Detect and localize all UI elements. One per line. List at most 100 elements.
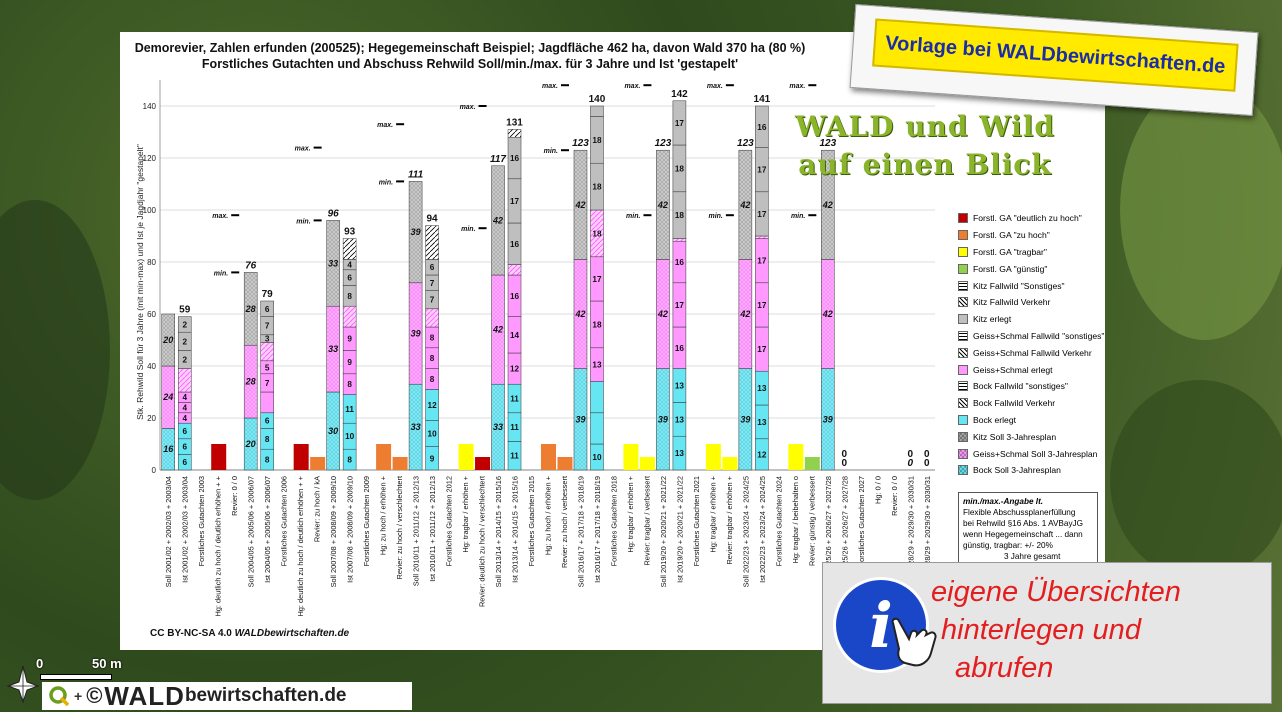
data-label: 6	[182, 443, 187, 452]
x-tick-label: Forstliches Gutachten 2027	[857, 476, 866, 566]
data-label: 39	[658, 414, 668, 424]
bar-total-label: 123	[819, 138, 836, 149]
bar-total-label: 0	[842, 458, 848, 469]
ga-bar	[788, 444, 804, 470]
chart-card: 0 20 40 60 80 100 120 140 16 24 20 6 6 6 4 4 4 2 2 2 59 min.…	[120, 32, 1105, 650]
info-line-1: eigene Übersichten	[931, 576, 1181, 608]
data-label: 8	[430, 333, 435, 342]
chart-title-line-1: Demorevier, Zahlen erfunden (200525); He…	[134, 41, 806, 55]
ga-bar	[475, 457, 491, 470]
data-label: 11	[510, 452, 519, 461]
bar-total-label: 79	[262, 289, 274, 300]
data-label: 17	[757, 166, 767, 175]
data-label: 42	[574, 200, 585, 210]
x-tick-label: Ist 2019/20 + 2020/21 + 2021/22	[675, 476, 684, 583]
bar-segment	[672, 238, 687, 242]
legend-item: Geiss+Schmal Fallwild Verkehr	[958, 344, 1108, 361]
legend-swatch	[958, 381, 968, 392]
legend-item: Kitz Fallwild Verkehr	[958, 294, 1108, 311]
x-tick-label: Hg: 0 / 0	[873, 476, 882, 504]
data-label: 4	[347, 261, 352, 270]
legend-swatch	[958, 213, 968, 224]
data-label: 4	[182, 404, 187, 413]
legend-item: Forstl. GA "günstig"	[958, 260, 1108, 277]
chart-title-line-2: Forstliches Gutachten und Abschuss Rehwi…	[201, 57, 739, 71]
legend-label: Geiss+Schmal Soll 3-Jahresplan	[973, 448, 1098, 459]
data-label: 8	[347, 380, 352, 389]
bar-total-label: 0	[924, 449, 930, 460]
data-label: 9	[430, 454, 435, 463]
bar-segment	[425, 308, 439, 328]
legend-swatch	[958, 297, 968, 308]
data-label: 39	[411, 329, 421, 339]
data-label: 16	[675, 344, 685, 353]
data-label: 42	[739, 200, 750, 210]
bar-total-label: 131	[506, 117, 523, 128]
min-label: min.	[626, 213, 640, 220]
data-label: 7	[430, 296, 435, 305]
legend-swatch	[958, 364, 968, 375]
legend-label: Bock Fallwild "sonstiges"	[973, 381, 1068, 392]
data-label: 33	[411, 422, 421, 432]
data-label: 6	[430, 263, 435, 272]
y-tick-label: 140	[143, 102, 157, 111]
forest-patch	[1110, 380, 1282, 580]
x-tick-label: Revier: 0 / 0	[230, 476, 239, 516]
x-tick-label: Soll 2025/26 + 2026/27 + 2027/28	[824, 476, 833, 587]
qgis-logo-icon	[49, 686, 70, 707]
info-icon[interactable]: i	[833, 577, 929, 673]
min-label: min.	[708, 213, 722, 220]
legend-item: Kitz Fallwild "Sonstiges"	[958, 277, 1108, 294]
data-label: 30	[328, 426, 338, 436]
bar-segment	[243, 272, 258, 346]
data-label: 28	[245, 304, 256, 314]
ga-bar	[639, 457, 655, 470]
min-label: min.	[296, 218, 310, 225]
bar-total-label: 96	[328, 208, 340, 219]
x-tick-label: Soll 2022/23 + 2023/24 + 2024/25	[741, 476, 750, 587]
max-label: max.	[295, 146, 311, 153]
legend-label: Kitz erlegt	[973, 314, 1012, 325]
data-label: 11	[345, 405, 354, 414]
note-line: 3 Jahre gesamt	[963, 552, 1061, 561]
x-tick-label: Hg: tragbar / erhöhen +	[626, 476, 635, 553]
legend-item: Geiss+Schmal erlegt	[958, 361, 1108, 378]
data-label: 17	[510, 197, 520, 206]
data-label: 9	[347, 335, 352, 344]
y-axis-label: Stk. Rehwild Soll für 3 Jahre (mit min-m…	[135, 144, 145, 420]
data-label: 10	[428, 430, 438, 439]
vorlage-link[interactable]: Vorlage bei WALDbewirtschaften.de	[872, 18, 1239, 92]
max-label: max.	[542, 83, 558, 90]
bar-segment	[507, 129, 522, 138]
bar-segment	[738, 149, 753, 260]
x-tick-label: Revier: zu hoch / verbessert	[560, 476, 569, 568]
data-label: 18	[592, 136, 602, 145]
note-line: Flexible Abschussplanerfüllung	[963, 508, 1076, 517]
bar-segment	[342, 305, 357, 328]
tagline-line-2: auf einen Blick	[798, 148, 1052, 181]
logo-bar[interactable]: + © WALD bewirtschaften.de	[42, 681, 412, 711]
legend-item: Bock erlegt	[958, 412, 1108, 429]
bar-segment	[260, 300, 274, 317]
data-label: 7	[430, 279, 435, 288]
x-tick-label: Ist 2016/17 + 2017/18 + 2018/19	[593, 476, 602, 583]
x-tick-label: Soll 2016/17 + 2017/18 + 2018/19	[576, 476, 585, 587]
data-label: 6	[265, 305, 270, 314]
bar-total-label: 123	[737, 138, 754, 149]
ga-bar	[623, 444, 639, 470]
legend: Forstl. GA "deutlich zu hoch" Forstl. GA …	[958, 210, 1108, 479]
legend-swatch	[958, 465, 968, 476]
bar-segment	[821, 149, 835, 260]
x-tick-label: Forstliches Gutachten 2003	[197, 476, 206, 566]
ga-bar	[376, 444, 392, 470]
data-label: 10	[345, 432, 355, 441]
data-label: 8	[430, 375, 435, 384]
x-tick-label: Soll 2004/05 + 2005/06 + 2006/07	[247, 476, 256, 587]
data-label: 16	[510, 154, 520, 163]
legend-item: Geiss+Schmal Soll 3-Jahresplan	[958, 445, 1108, 462]
info-panel[interactable]: i eigene Übersichten hinterlegen und abr…	[822, 562, 1272, 704]
bar-total-label: 0	[907, 449, 913, 460]
x-tick-label: Hg: zu hoch / erhöhen +	[544, 476, 553, 555]
x-tick-label: Revier: günstig / verbessert	[807, 476, 816, 566]
logo-plus: +	[74, 688, 83, 704]
